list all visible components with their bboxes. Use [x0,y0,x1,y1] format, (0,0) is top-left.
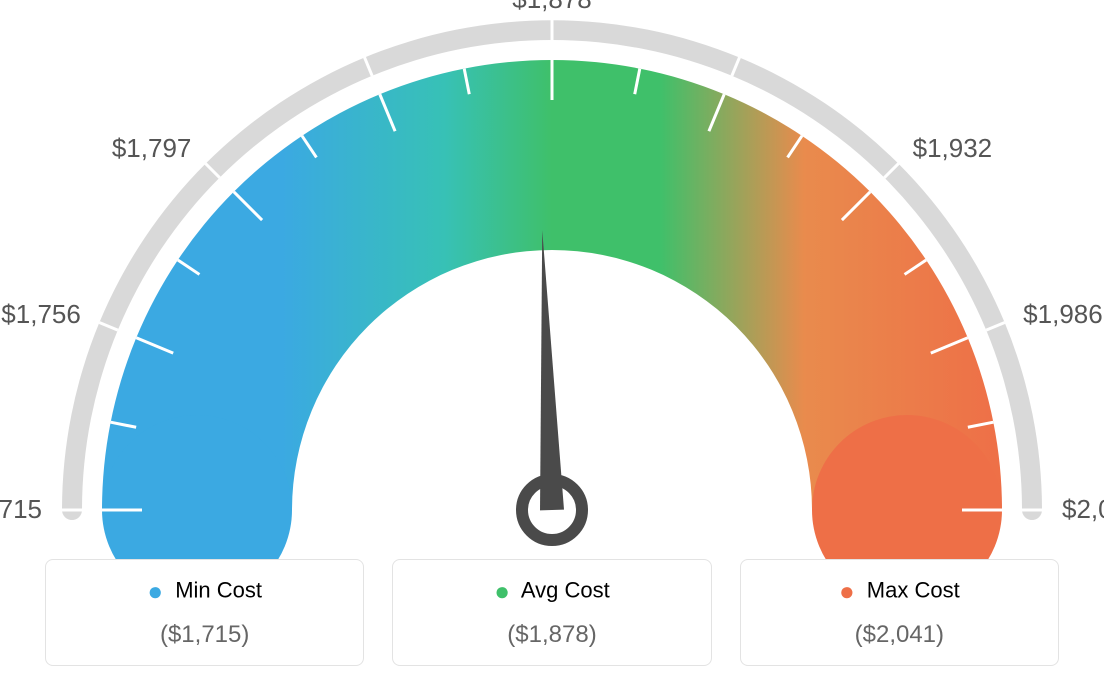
gauge-tick-label: $1,756 [0,299,81,330]
dot-icon: ● [839,576,855,606]
gauge-tick-label: $1,986 [1023,299,1103,330]
gauge-tick-label: $1,715 [0,494,42,525]
gauge-chart: $1,715 $1,756 $1,797 $1,878 $1,932 $1,986 $2,0… [0,0,1104,560]
legend: ● Min Cost ($1,715) ● Avg Cost ($1,878) … [45,559,1059,666]
gauge-tick-label: $2,041 [1062,494,1104,525]
legend-max: ● Max Cost ($2,041) [740,559,1059,666]
legend-avg: ● Avg Cost ($1,878) [392,559,711,666]
dot-icon: ● [147,576,163,606]
legend-min-value: ($1,715) [58,621,351,649]
legend-avg-title: ● Avg Cost [405,576,698,607]
legend-min-title: ● Min Cost [58,576,351,607]
gauge-tick-label: $1,797 [101,133,191,164]
legend-min-label: Min Cost [175,577,262,602]
gauge-tick-label: $1,878 [507,0,597,15]
legend-max-value: ($2,041) [753,621,1046,649]
legend-min: ● Min Cost ($1,715) [45,559,364,666]
legend-max-label: Max Cost [867,577,960,602]
dot-icon: ● [494,576,510,606]
legend-avg-value: ($1,878) [405,621,698,649]
gauge-svg [0,0,1104,560]
legend-avg-label: Avg Cost [521,577,610,602]
legend-max-title: ● Max Cost [753,576,1046,607]
gauge-tick-label: $1,932 [913,133,993,164]
